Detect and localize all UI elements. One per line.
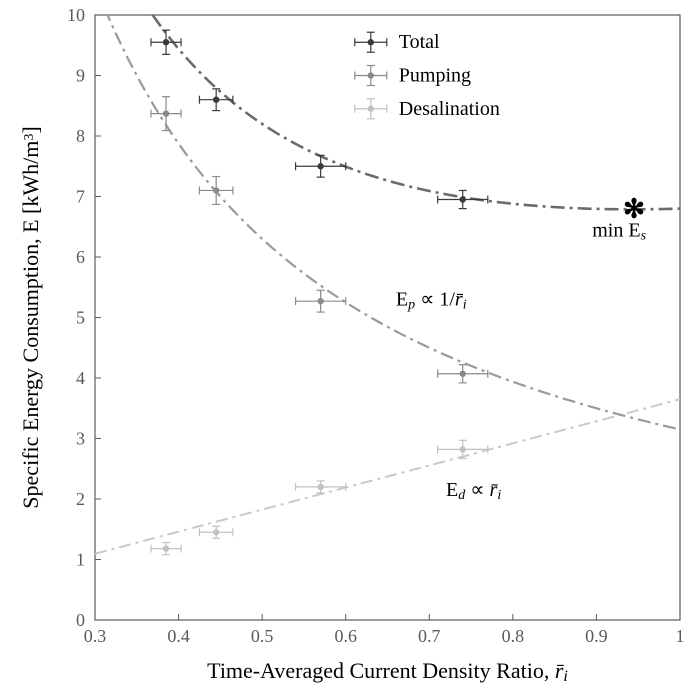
- legend-item-total: Total: [355, 31, 440, 53]
- y-tick-label: 10: [67, 5, 85, 25]
- marker: [317, 163, 323, 169]
- x-tick-label: 1: [676, 626, 685, 646]
- y-tick-label: 2: [76, 489, 85, 509]
- legend-item-desalination: Desalination: [355, 98, 500, 120]
- x-tick-label: 0.8: [502, 626, 525, 646]
- curve-desalination: [95, 399, 680, 554]
- y-tick-label: 6: [76, 247, 85, 267]
- series-desalination: [151, 440, 488, 554]
- min-es-label: min Es: [592, 220, 646, 244]
- annotation-ed: Ed ∝ r̄i: [446, 479, 501, 503]
- y-tick-label: 1: [76, 550, 85, 570]
- y-tick-label: 9: [76, 66, 85, 86]
- marker: [213, 97, 219, 103]
- energy-consumption-chart: 0.30.40.50.60.70.80.91012345678910Time-A…: [0, 0, 700, 700]
- x-tick-label: 0.4: [167, 626, 190, 646]
- marker: [460, 196, 466, 202]
- marker: [163, 39, 169, 45]
- y-tick-label: 4: [76, 368, 85, 388]
- y-tick-label: 0: [76, 610, 85, 630]
- curve-pumping: [95, 0, 680, 429]
- marker: [317, 298, 323, 304]
- x-tick-label: 0.6: [334, 626, 357, 646]
- annotation-ep: Ep ∝ 1/r̄i: [396, 288, 467, 312]
- marker: [213, 187, 219, 193]
- chart-svg: 0.30.40.50.60.70.80.91012345678910Time-A…: [0, 0, 700, 700]
- x-tick-label: 0.7: [418, 626, 441, 646]
- y-axis-label: Specific Energy Consumption, E [kWh/m3]: [18, 126, 43, 508]
- series-pumping: [151, 97, 488, 383]
- x-axis-label: Time-Averaged Current Density Ratio, r̄i: [207, 658, 568, 685]
- marker: [460, 371, 466, 377]
- marker: [163, 545, 169, 551]
- x-tick-label: 0.9: [585, 626, 608, 646]
- x-tick-label: 0.5: [251, 626, 274, 646]
- marker: [317, 484, 323, 490]
- y-tick-label: 5: [76, 308, 85, 328]
- y-tick-label: 3: [76, 429, 85, 449]
- legend-label: Desalination: [399, 98, 500, 120]
- y-tick-label: 7: [76, 187, 85, 207]
- x-tick-label: 0.3: [84, 626, 107, 646]
- legend-item-pumping: Pumping: [355, 65, 471, 87]
- legend-label: Total: [399, 31, 440, 53]
- marker: [213, 529, 219, 535]
- y-tick-label: 8: [76, 126, 85, 146]
- legend-label: Pumping: [399, 65, 471, 87]
- marker: [163, 110, 169, 116]
- marker: [460, 446, 466, 452]
